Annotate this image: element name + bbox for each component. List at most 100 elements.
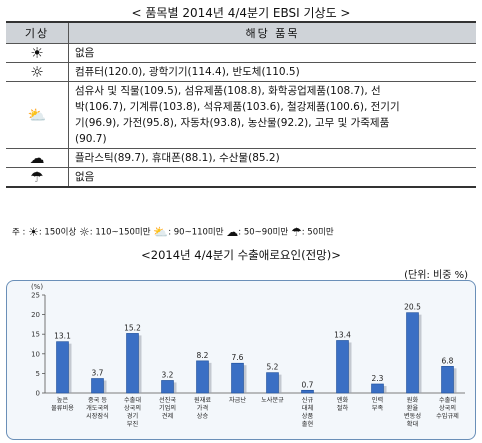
- y-tick-label: 15: [31, 331, 40, 339]
- x-tick-label: 수출대: [124, 396, 141, 404]
- data-label: 5.2: [267, 363, 279, 372]
- bar: [91, 378, 104, 394]
- row-items: 없음: [68, 167, 476, 188]
- legend-label: : 110~150미만: [89, 227, 151, 238]
- bar: [161, 380, 174, 394]
- bar: [336, 340, 349, 394]
- data-label: 3.2: [162, 370, 174, 379]
- strong-sun-icon: ☀: [6, 43, 69, 63]
- x-tick-label: 원재료: [194, 396, 211, 404]
- x-tick-label: 부족: [372, 405, 384, 412]
- table-row: ⛅ 섬유사 및 직물(109.5), 섬유제품(108.8), 화학공업제품(1…: [6, 81, 476, 149]
- unit-label: (단위: 비중 %): [404, 270, 468, 281]
- x-tick-label: 자금난: [229, 396, 246, 404]
- row-items: 섬유사 및 직물(109.5), 섬유제품(108.8), 화학공업제품(108…: [68, 81, 476, 149]
- bar: [406, 312, 419, 394]
- rain-icon: ☂: [6, 167, 69, 188]
- x-tick-label: 상국의: [439, 404, 456, 412]
- y-tick-label: 5: [36, 370, 40, 378]
- x-tick-label: 원화: [407, 396, 419, 404]
- x-tick-label: 상국의: [124, 404, 141, 412]
- x-tick-label: 변동성: [404, 412, 421, 420]
- data-label: 20.5: [404, 303, 421, 312]
- x-tick-label: 견제: [162, 412, 174, 420]
- x-tick-label: 수입규제: [436, 412, 459, 420]
- x-tick-label: 신규: [302, 396, 314, 404]
- x-tick-label: 시장잠식: [86, 412, 109, 420]
- x-tick-label: 확대: [407, 420, 419, 428]
- bar: [301, 389, 314, 394]
- data-label: 7.6: [232, 353, 244, 362]
- cloud-icon: ☁: [6, 148, 69, 168]
- data-label: 13.1: [54, 332, 71, 341]
- x-tick-label: 인력: [372, 396, 383, 404]
- row-items: 컴퓨터(120.0), 광학기기(114.4), 반도체(110.5): [68, 62, 476, 82]
- table-row: ☀ 없음: [6, 43, 476, 63]
- x-tick-label: 출현: [302, 420, 314, 428]
- bar: [231, 362, 244, 394]
- cloud-icon: ☁: [226, 225, 239, 239]
- y-tick-label: 10: [31, 350, 40, 358]
- sun-cloud-icon: ⛅: [153, 225, 169, 239]
- weather-table: 기상 해당 품목 ☀ 없음 ☼ 컴퓨터(120.0), 광학기기(114.4),…: [6, 21, 476, 188]
- chart-panel: (%) 0 5 10 15 20 25 13.1 높은 물류비용 3.7 중국 등 개도국의 시장잠식 15…: [6, 280, 476, 440]
- data-label: 3.7: [92, 368, 104, 377]
- bar: [56, 341, 69, 394]
- data-label: 0.7: [302, 380, 314, 389]
- legend-label: : 150이상: [38, 227, 77, 238]
- x-tick-label: 상승: [197, 412, 209, 420]
- table-row: ☼ 컴퓨터(120.0), 광학기기(114.4), 반도체(110.5): [6, 62, 476, 82]
- x-tick-label: 높은: [57, 397, 69, 404]
- x-tick-label: 대체: [302, 404, 314, 412]
- data-label: 13.4: [334, 330, 351, 339]
- y-tick-label: 25: [31, 292, 40, 300]
- header-weather: 기상: [6, 21, 69, 44]
- header-items: 해당 품목: [68, 21, 476, 44]
- x-tick-label: 환율: [407, 404, 419, 412]
- strong-sun-icon: ☀: [28, 225, 39, 239]
- sun-icon: ☼: [6, 62, 69, 82]
- row-items: 없음: [68, 43, 476, 63]
- data-label: 15.2: [124, 323, 141, 332]
- legend-label: : 50미만: [301, 227, 334, 238]
- x-tick-label: 물류비용: [51, 404, 74, 412]
- x-tick-label: 부진: [127, 420, 139, 428]
- x-tick-label: 노사분규: [261, 396, 284, 404]
- legend-prefix: 주 :: [12, 227, 26, 238]
- bar: [371, 383, 384, 394]
- legend-label: : 90~110미만: [168, 227, 224, 238]
- x-tick-label: 수출대: [439, 396, 456, 404]
- y-tick-label: 0: [36, 390, 40, 398]
- weather-legend: 주 : ☀: 150이상 ☼: 110~150미만 ⛅: 90~110미만 ☁:…: [12, 225, 334, 239]
- row-line: 섬유사 및 직물(109.5), 섬유제품(108.8), 화학공업제품(108…: [75, 85, 381, 97]
- x-tick-label: 가격: [197, 404, 208, 412]
- chart-subtitle: <2014년 4/4분기 수출애로요인(전망)>: [141, 248, 341, 262]
- sun-cloud-icon: ⛅: [6, 81, 69, 149]
- bar: [196, 360, 209, 394]
- page-title: < 품목별 2014년 4/4분기 EBSI 기상도 >: [131, 6, 351, 20]
- x-tick-label: 기업의: [159, 404, 176, 412]
- row-line: 기(96.9), 가전(95.8), 자동차(93.8), 농산물(92.2),…: [75, 117, 390, 129]
- x-tick-label: 상품: [302, 412, 314, 420]
- table-row: ☂ 없음: [6, 167, 476, 188]
- x-tick-label: 엔화: [337, 396, 349, 404]
- x-tick-label: 경기: [127, 412, 138, 420]
- data-label: 2.3: [372, 374, 384, 383]
- bar: [441, 366, 454, 394]
- y-axis-label: (%): [31, 283, 43, 291]
- table-row: ☁ 플라스틱(89.7), 휴대폰(88.1), 수산물(85.2): [6, 148, 476, 168]
- row-line: 박(106.7), 기계류(103.8), 석유제품(103.6), 철강제품(…: [75, 101, 400, 113]
- sun-icon: ☼: [79, 225, 90, 239]
- bar: [266, 372, 279, 394]
- x-tick-label: 선진국: [159, 396, 176, 404]
- row-line: (90.7): [75, 133, 107, 145]
- data-label: 8.2: [197, 351, 209, 360]
- legend-label: : 50~90미만: [238, 227, 289, 238]
- rain-icon: ☂: [290, 225, 302, 239]
- y-tick-label: 20: [31, 311, 40, 319]
- row-items: 플라스틱(89.7), 휴대폰(88.1), 수산물(85.2): [68, 148, 476, 168]
- data-label: 6.8: [442, 356, 454, 365]
- bar: [126, 333, 139, 394]
- x-tick-label: 절하: [337, 404, 349, 412]
